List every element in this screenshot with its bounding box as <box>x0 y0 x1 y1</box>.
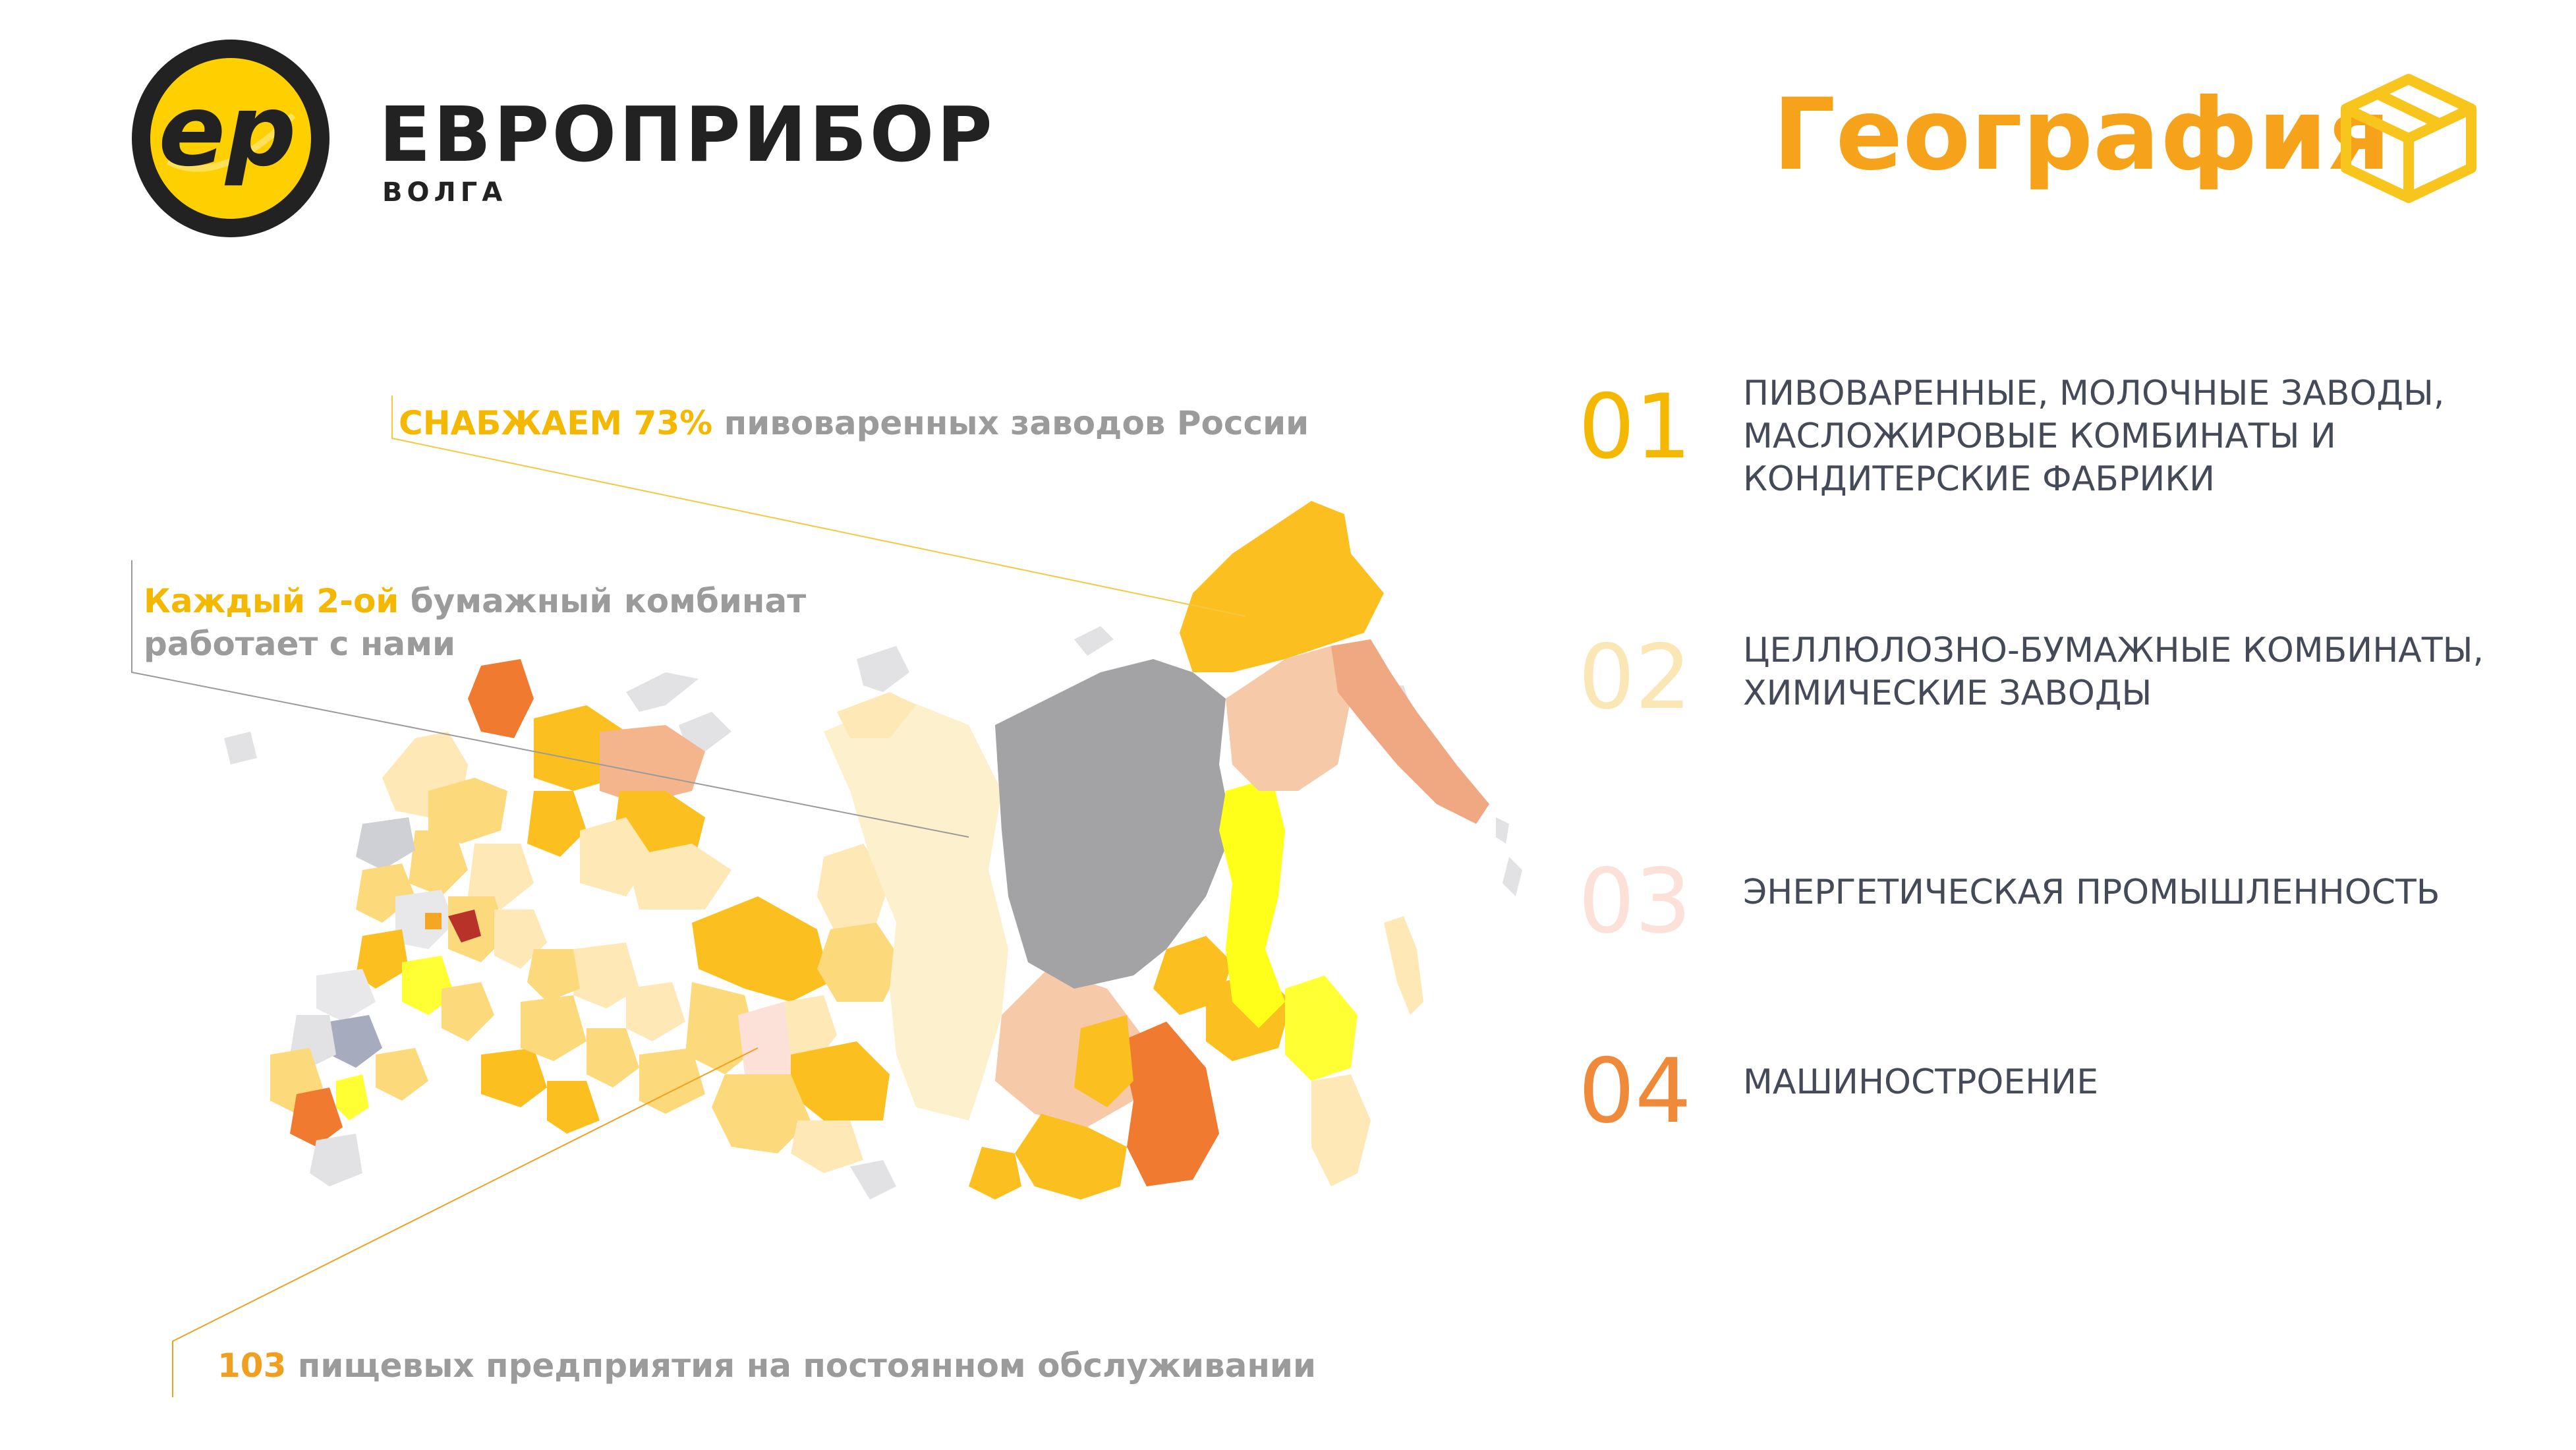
callout-food-enterprises: 103 пищевых предприятия на постоянном об… <box>217 1345 1316 1387</box>
callout-highlight: 103 <box>217 1347 287 1385</box>
industry-number: 02 <box>1578 625 1692 729</box>
industry-line: ХИМИЧЕСКИЕ ЗАВОДЫ <box>1743 674 2152 713</box>
map-zabaikalsky <box>1120 1022 1219 1186</box>
map-buryatia <box>1015 1114 1127 1200</box>
map-kamchatka <box>1331 639 1489 824</box>
logo-icon: ep <box>132 40 329 237</box>
industry-text: ЦЕЛЛЮЛОЗНО-БУМАЖНЫЕ КОМБИНАТЫ, ХИМИЧЕСКИ… <box>1743 629 2547 715</box>
industry-line: ЭНЕРГЕТИЧЕСКАЯ ПРОМЫШЛЕННОСТЬ <box>1743 873 2440 912</box>
callout-highlight: Каждый 2-ой <box>144 582 399 620</box>
industry-line: МАШИНОСТРОЕНИЕ <box>1743 1062 2099 1102</box>
industry-text: ЭНЕРГЕТИЧЕСКАЯ ПРОМЫШЛЕННОСТЬ <box>1743 871 2547 914</box>
industry-line: КОНДИТЕРСКИЕ ФАБРИКИ <box>1743 459 2216 499</box>
map-khabarovsk <box>1219 778 1285 1028</box>
callout-brewery-share: СНАБЖАЕМ 73% пивоваренных заводов России <box>399 402 1309 445</box>
map-magadan <box>1226 646 1351 791</box>
callout-highlight: СНАБЖАЕМ 73% <box>399 404 713 442</box>
industry-line: ПИВОВАРЕННЫЕ, МОЛОЧНЫЕ ЗАВОДЫ, <box>1743 374 2445 413</box>
map-primorye <box>1311 1074 1371 1186</box>
logo-text: ep <box>158 74 296 188</box>
russia-map <box>224 501 1522 1200</box>
callout-text: бумажный комбинат <box>399 582 807 620</box>
map-yakutia <box>995 659 1232 989</box>
brand-subtitle: ВОЛГА <box>382 177 507 208</box>
map-west <box>270 659 903 1200</box>
industry-line: ЦЕЛЛЮЛОЗНО-БУМАЖНЫЕ КОМБИНАТЫ, <box>1743 631 2484 670</box>
map-chukotka <box>1180 501 1384 672</box>
map-sakhalin <box>1384 916 1423 1015</box>
callout-text: пивоваренных заводов России <box>712 404 1309 442</box>
callout-paper-mills: Каждый 2-ой бумажный комбинат работает с… <box>144 580 806 666</box>
industry-number: 03 <box>1578 850 1692 953</box>
callout-text: пищевых предприятия на постоянном обслуж… <box>286 1347 1316 1385</box>
industry-number: 04 <box>1578 1039 1692 1143</box>
industry-text: МАШИНОСТРОЕНИЕ <box>1743 1061 2547 1104</box>
brand-name: ЕВРОПРИБОР <box>379 91 995 179</box>
industry-line: МАСЛОЖИРОВЫЕ КОМБИНАТЫ И <box>1743 417 2336 456</box>
callout-text-line2: работает с нами <box>144 625 456 663</box>
page-title: География <box>1773 78 2391 192</box>
industry-text: ПИВОВАРЕННЫЕ, МОЛОЧНЫЕ ЗАВОДЫ, МАСЛОЖИРО… <box>1743 372 2547 501</box>
box-icon <box>2341 74 2476 203</box>
industry-number: 01 <box>1578 375 1692 478</box>
